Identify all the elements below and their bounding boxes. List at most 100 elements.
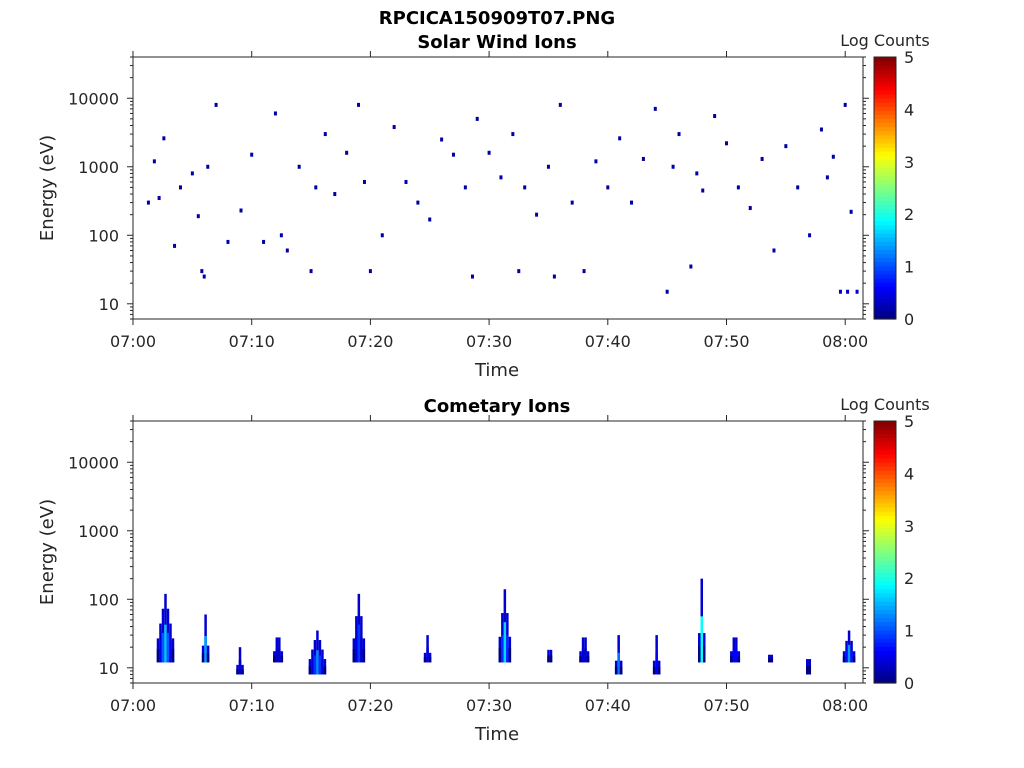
colorbar-swatch: [874, 257, 896, 263]
heatmap-cell: [748, 206, 752, 211]
heatmap-cell: [475, 116, 479, 121]
heatmap-cell: [724, 141, 728, 146]
x-tick-label: 07:10: [229, 332, 275, 351]
colorbar-swatch: [874, 273, 896, 279]
colorbar-swatch: [874, 576, 896, 582]
colorbar-swatch: [874, 200, 896, 205]
heatmap-cell: [695, 171, 699, 176]
colorbar-swatch: [874, 588, 896, 594]
x-tick-label: 07:40: [585, 332, 631, 351]
y-tick-label: 1000: [78, 158, 119, 177]
heatmap-cell: [581, 648, 585, 663]
colorbar-swatch: [874, 511, 896, 516]
heatmap-cell: [819, 127, 823, 132]
heatmap-cell: [226, 239, 230, 244]
plot-frame: [132, 420, 864, 684]
colorbar-swatch: [874, 310, 896, 316]
heatmap-cell: [275, 648, 279, 663]
colorbar-swatch: [874, 253, 896, 259]
heatmap-cells: [146, 102, 859, 294]
colorbar-swatch: [874, 572, 896, 578]
heatmap-cell: [426, 647, 429, 663]
colorbar-swatch: [874, 224, 896, 230]
heatmap-cell: [549, 655, 553, 663]
colorbar-tick-label: 5: [904, 48, 914, 67]
colorbar-swatch: [874, 535, 896, 541]
colorbar-swatch: [874, 637, 896, 643]
colorbar-swatch: [874, 110, 896, 115]
heatmap-cell: [701, 188, 705, 193]
heatmap-cell: [239, 208, 243, 213]
heatmap-cell: [357, 624, 361, 663]
heatmap-cell: [535, 212, 539, 217]
colorbar-swatch: [874, 564, 896, 569]
heatmap-cell: [428, 657, 432, 663]
heatmap-cell: [584, 648, 587, 663]
heatmap-cell: [503, 622, 507, 663]
heatmap-cell: [206, 164, 210, 169]
heatmap-cell: [653, 106, 657, 111]
colorbar-swatch: [874, 77, 896, 83]
colorbar-swatch: [874, 597, 896, 602]
heatmap-cell: [657, 666, 661, 675]
heatmap-cell: [855, 289, 859, 294]
colorbar-swatch: [874, 461, 896, 467]
heatmap-cell: [579, 656, 582, 663]
heatmap-cell: [546, 164, 550, 169]
heatmap-cell: [323, 665, 327, 675]
heatmap-cell: [843, 102, 847, 107]
colorbar-swatch: [874, 290, 896, 296]
heatmap-cell: [784, 144, 788, 149]
heatmap-cell: [440, 137, 444, 142]
colorbar-swatch: [874, 654, 896, 660]
x-tick-label: 07:00: [110, 696, 156, 715]
colorbar-swatch: [874, 519, 896, 524]
colorbar-swatch: [874, 106, 896, 111]
x-tick-label: 07:00: [110, 332, 156, 351]
colorbar-swatch: [874, 188, 896, 193]
heatmap-cell: [362, 179, 366, 184]
colorbar-swatch: [874, 216, 896, 222]
heatmap-cell: [206, 653, 210, 663]
colorbar-swatch: [874, 678, 896, 684]
heatmap-cell: [617, 652, 620, 675]
colorbar-swatch: [874, 474, 896, 479]
colorbar-swatch: [874, 601, 896, 606]
heatmap-cell: [321, 660, 324, 675]
heatmap-cell: [558, 102, 562, 107]
heatmap-cell: [825, 175, 829, 180]
colorbar-swatch: [874, 134, 896, 140]
colorbar-tick-label: 4: [904, 100, 914, 119]
figure-title: RPCICA150909T07.PNG: [379, 8, 615, 29]
colorbar-swatch: [874, 650, 896, 655]
heatmap-cell: [352, 649, 356, 663]
heatmap-cell: [508, 648, 512, 663]
colorbar-swatch: [874, 314, 896, 320]
colorbar-swatch: [874, 151, 896, 156]
colorbar-swatch: [874, 642, 896, 647]
colorbar-tick-label: 3: [904, 517, 914, 536]
heatmap-cell: [162, 136, 166, 141]
colorbar-swatch: [874, 282, 896, 287]
heatmap-cell: [355, 636, 358, 663]
heatmap-cell: [368, 269, 372, 274]
heatmap-cell: [278, 648, 281, 663]
heatmap-cell: [360, 636, 363, 663]
heatmap-cell: [250, 152, 254, 157]
x-tick-label: 07:50: [703, 696, 749, 715]
colorbar-swatch: [874, 617, 896, 623]
heatmap-cell: [732, 648, 736, 663]
colorbar-swatch: [874, 212, 896, 218]
y-tick-label: 1000: [78, 522, 119, 541]
heatmap-cell: [285, 248, 289, 253]
x-axis: 07:00 07:10 07:20 07:30 07:40 07:50 08:00: [110, 415, 868, 715]
colorbar-swatch: [874, 674, 896, 680]
colorbar-swatch: [874, 269, 896, 275]
colorbar-swatch: [874, 138, 896, 144]
heatmap-cell: [770, 658, 774, 663]
heatmap-cell: [586, 656, 590, 663]
heatmap-cell: [499, 175, 503, 180]
heatmap-cell: [570, 200, 574, 205]
